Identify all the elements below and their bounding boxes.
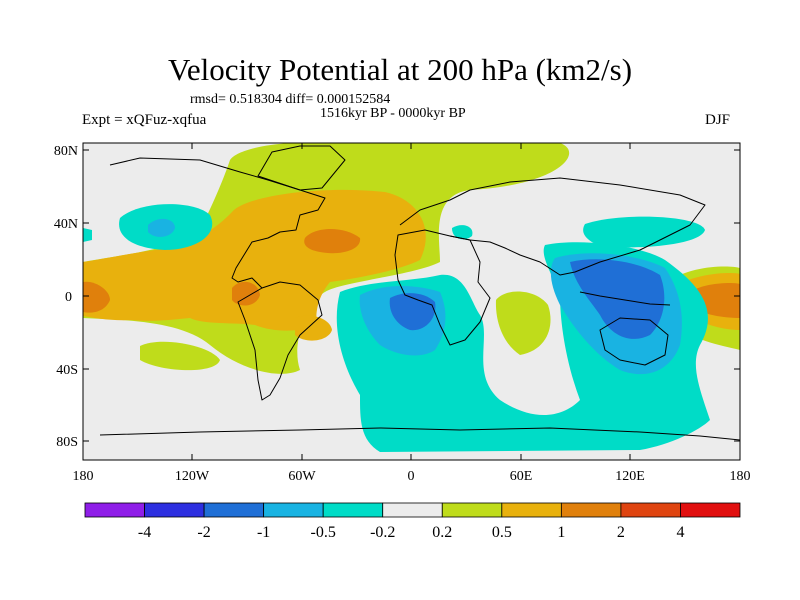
y-tick-label-80n: 80N (54, 144, 78, 159)
y-tick-label-0: 0 (65, 290, 72, 305)
plot-title: Velocity Potential at 200 hPa (km2/s) (167, 52, 633, 87)
coast-indonesia (579, 291, 671, 306)
x-tick-label-0: 0 (408, 469, 415, 484)
colorbar-swatch (84, 502, 145, 518)
colorbar-label: 0.2 (432, 524, 452, 541)
colorbar-swatch (680, 502, 741, 518)
coast-australia (599, 317, 669, 366)
coast-antarctica (99, 427, 740, 441)
season-label: DJF (705, 112, 731, 128)
negative-region-north-asia (583, 216, 705, 248)
orange-region-south-america (295, 315, 332, 341)
coastlines (99, 145, 740, 441)
negative-region-mediterranean (452, 225, 473, 240)
x-tick-label-120e: 120E (615, 469, 645, 484)
positive-region-south-pacific (140, 341, 220, 371)
plot-area (83, 143, 740, 460)
y-tick-label-40n: 40N (54, 217, 78, 232)
stats-text: rmsd= 0.518304 diff= 0.000152584 (190, 92, 391, 107)
coast-south-america (237, 281, 323, 401)
colorbar-label: 2 (617, 524, 625, 541)
experiment-label: Expt = xQFuz-xqfua (82, 112, 207, 128)
colorbar-swatch (144, 502, 205, 518)
colorbar-label: 0.5 (492, 524, 512, 541)
coast-eurasia (399, 177, 706, 276)
colorbar-label: -2 (197, 524, 210, 541)
orange-region-north-america (83, 189, 426, 331)
colorbar-swatch (441, 502, 503, 518)
colorbar-swatch (322, 502, 384, 518)
x-tick-label-120w: 120W (175, 469, 210, 484)
colorbar-swatch (203, 502, 265, 518)
x-tick-label-60e: 60E (510, 469, 533, 484)
colorbar-swatch (382, 502, 443, 518)
colorbar-label: -0.2 (370, 524, 395, 541)
colorbar-label: -1 (257, 524, 270, 541)
period-text: 1516kyr BP - 0000kyr BP (320, 106, 466, 121)
negative-region-far-west (83, 228, 92, 242)
colorbar-swatch (263, 502, 324, 518)
axis-ticks (82, 143, 741, 460)
coast-greenland (257, 145, 346, 191)
colorbar-label: -0.5 (311, 524, 336, 541)
colorbar-label: 1 (557, 524, 565, 541)
colorbar-swatch (501, 502, 562, 518)
y-tick-label-80s: 80S (56, 435, 78, 450)
positive-region-indian-ocean (495, 291, 551, 355)
x-tick-label-180e: 180 (730, 469, 751, 484)
coast-north-america (109, 157, 326, 289)
x-tick-label-180w: 180 (73, 469, 94, 484)
max-core-amazon (232, 281, 260, 306)
max-core-east-pacific (83, 281, 110, 313)
x-tick-label-60w: 60W (288, 469, 316, 484)
colorbar-label: 4 (676, 524, 684, 541)
colorbar-swatch (560, 502, 622, 518)
y-tick-label-40s: 40S (56, 363, 78, 378)
max-core-atlantic (304, 229, 361, 254)
colorbar: -4 -2 -1 -0.5 -0.2 0.2 0.5 1 2 4 (84, 502, 741, 541)
neg05-region-north-pacific (148, 218, 175, 237)
colorbar-swatch (620, 502, 681, 518)
colorbar-label: -4 (138, 524, 151, 541)
